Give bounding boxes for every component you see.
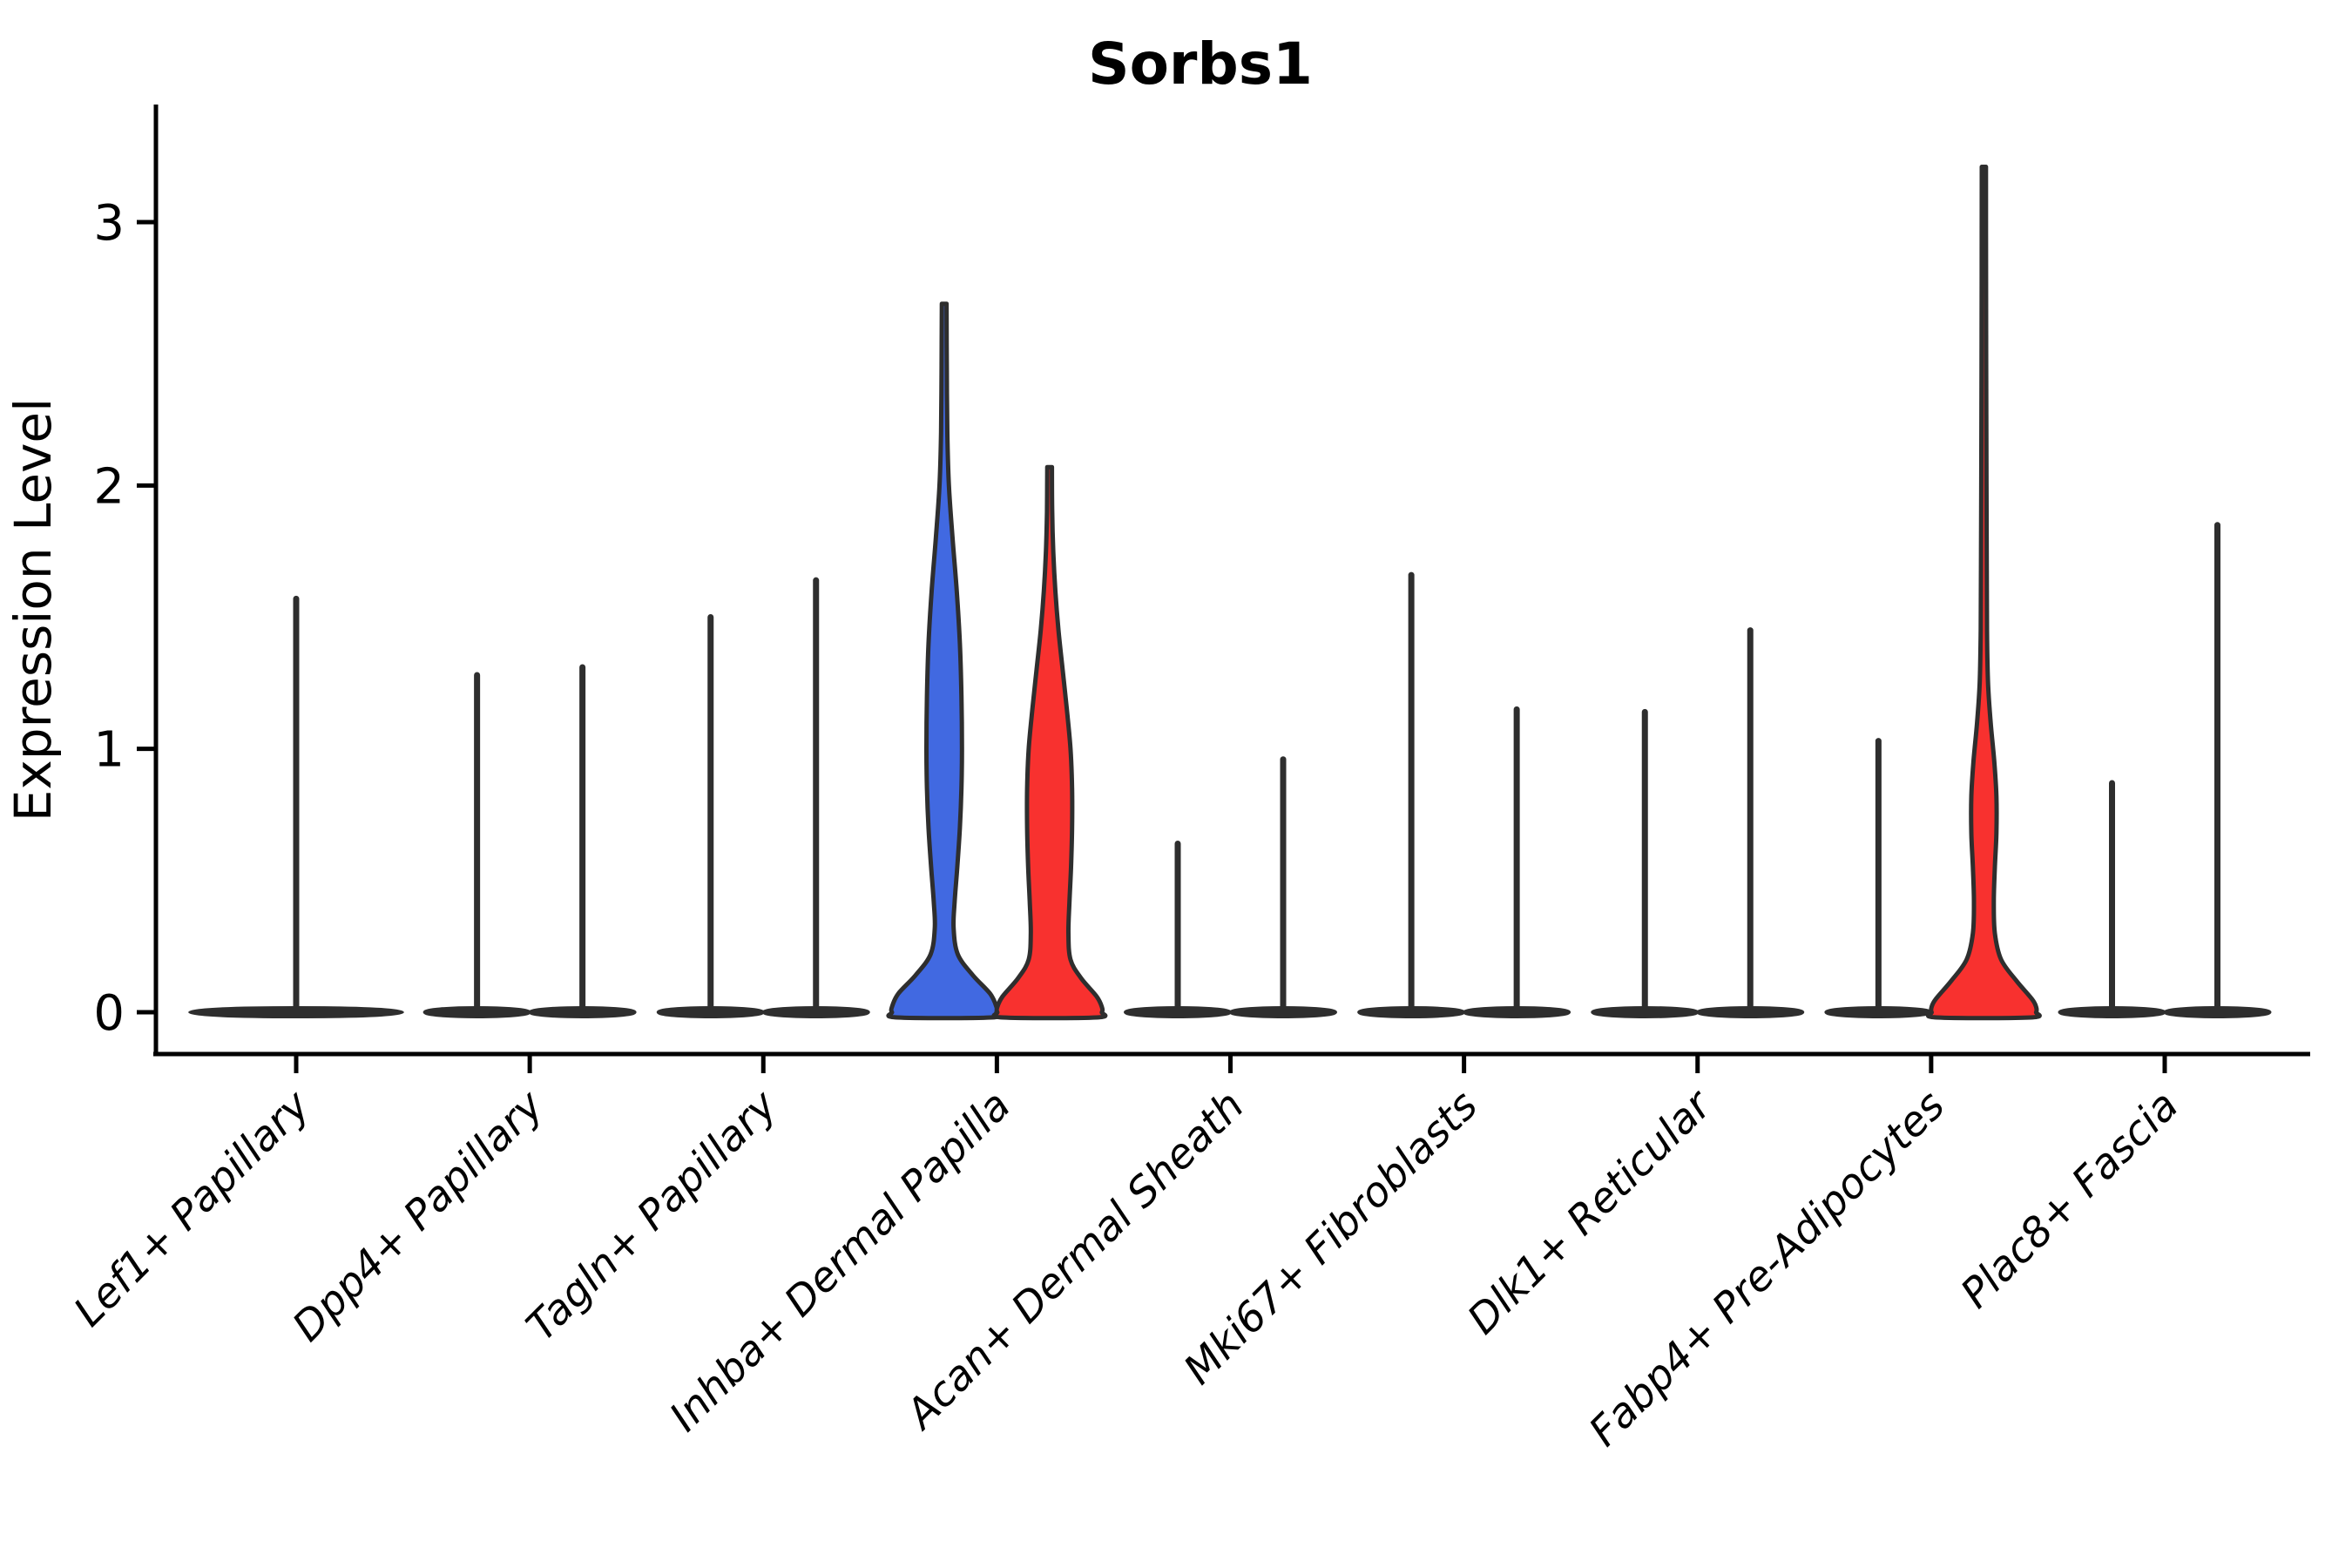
chart-title: Sorbs1 (1088, 30, 1313, 98)
x-category-label: Plac8+ Fascia (1951, 1082, 2187, 1318)
violin-body (991, 464, 1108, 1021)
y-tick-label: 2 (93, 458, 125, 515)
y-axis-label: Expression Level (3, 398, 63, 821)
x-category-label: Tagln+ Papillary (517, 1081, 787, 1351)
x-category-label: Lef1+ Papillary (64, 1081, 320, 1336)
violin-body (1925, 165, 2042, 1021)
violins-layer (188, 165, 2272, 1021)
violin-body (886, 301, 1003, 1021)
y-tick-label: 1 (93, 722, 125, 779)
y-tick-label: 0 (93, 985, 125, 1042)
x-category-label: Dlk1+ Reticular (1458, 1080, 1722, 1344)
y-tick-label: 3 (93, 195, 125, 252)
x-category-label: Dpp4+ Papillary (283, 1081, 553, 1351)
